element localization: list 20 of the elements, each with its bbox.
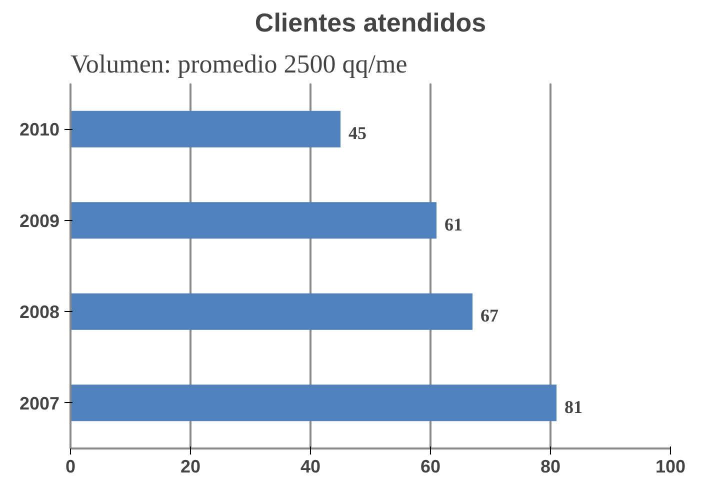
data-label: 81 [564, 396, 582, 417]
y-tick-label: 2009 [19, 210, 60, 231]
y-tick-label: 2007 [19, 393, 60, 414]
x-tick-label: 60 [420, 456, 441, 476]
bar [70, 110, 340, 148]
data-label: 61 [444, 214, 462, 234]
x-tick-label: 40 [300, 456, 321, 476]
chart-title: Clientes atendidos [254, 8, 486, 38]
x-tick-label: 100 [655, 456, 686, 476]
x-tick-label: 0 [65, 456, 76, 476]
data-label: 67 [480, 306, 498, 326]
y-tick-label: 2008 [19, 302, 60, 322]
x-tick-label: 80 [540, 456, 561, 476]
bar [70, 384, 556, 422]
text: Volumen: promedio 2500 qq/me [70, 50, 408, 78]
data-label: 45 [348, 123, 366, 144]
bar [70, 293, 472, 330]
x-tick-label: 20 [180, 456, 201, 476]
y-tick-label: 2010 [19, 120, 60, 140]
bar [70, 202, 436, 239]
